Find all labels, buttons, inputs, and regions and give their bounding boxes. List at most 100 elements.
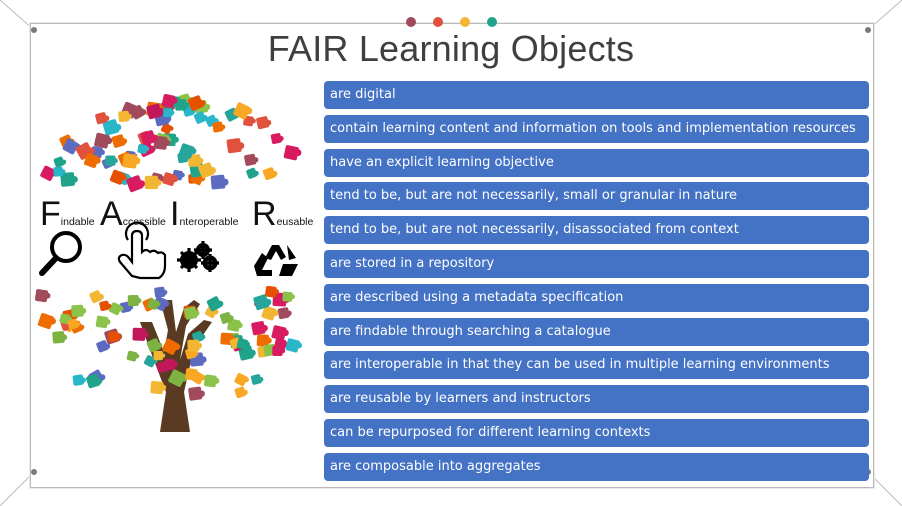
puzzle-piece-knob [156, 342, 163, 349]
puzzle-piece [86, 374, 101, 389]
puzzle-piece [53, 166, 64, 177]
puzzle-piece-knob [200, 334, 206, 340]
puzzle-piece [137, 143, 148, 154]
puzzle-piece-knob [116, 334, 121, 340]
puzzle-piece [153, 350, 163, 361]
puzzle-piece [99, 300, 110, 312]
fair-letter-i: I [170, 195, 179, 233]
puzzle-piece-knob [44, 292, 51, 299]
puzzle-piece-knob [120, 174, 127, 181]
puzzle-piece [102, 119, 119, 136]
learning-object-list: are digital contain learning content and … [324, 81, 869, 487]
puzzle-piece-knob [80, 377, 86, 383]
puzzle-piece [236, 338, 249, 350]
list-item: are stored in a repository [324, 249, 869, 278]
puzzle-piece [127, 295, 139, 307]
puzzle-piece-knob [282, 329, 289, 337]
puzzle-piece [146, 338, 161, 353]
puzzle-piece [262, 167, 276, 181]
puzzle-piece [285, 338, 300, 353]
puzzle-piece-knob [112, 158, 118, 164]
puzzle-piece-knob [198, 100, 206, 107]
puzzle-piece-knob [245, 107, 253, 115]
puzzle-piece [234, 386, 247, 399]
puzzle-piece [246, 167, 258, 179]
puzzle-piece-knob [196, 342, 203, 349]
puzzle-piece [187, 95, 204, 111]
puzzle-piece [132, 327, 146, 341]
list-item: tend to be, but are not necessarily, sma… [324, 182, 869, 211]
puzzle-piece [95, 112, 108, 125]
puzzle-piece-knob [220, 124, 226, 130]
puzzle-piece [105, 155, 116, 166]
puzzle-piece [265, 285, 277, 298]
puzzle-piece-knob [209, 167, 216, 174]
puzzle-piece-knob [294, 149, 302, 157]
puzzle-piece-knob [244, 341, 250, 347]
fair-letter-a: A [100, 195, 123, 233]
puzzle-piece [187, 339, 200, 352]
fair-rest-interoperable: nteroperable [179, 216, 238, 228]
puzzle-piece-knob [286, 310, 292, 316]
puzzle-piece-knob [171, 97, 178, 104]
puzzle-piece-knob [118, 306, 124, 312]
puzzle-piece [175, 99, 187, 111]
puzzle-piece [256, 116, 270, 130]
puzzle-piece-knob [264, 298, 272, 306]
puzzle-piece [111, 134, 126, 148]
puzzle-piece-knob [197, 157, 204, 164]
puzzle-piece [203, 374, 217, 388]
puzzle-piece [206, 296, 222, 312]
puzzle-piece [122, 153, 138, 169]
puzzle-piece-knob [169, 110, 175, 115]
puzzle-piece [150, 381, 164, 395]
puzzle-piece-knob [94, 157, 101, 164]
puzzle-piece [109, 169, 125, 185]
puzzle-piece-knob [154, 179, 162, 186]
dot-1 [406, 17, 416, 27]
puzzle-piece-knob [133, 157, 141, 165]
puzzle-piece-knob [96, 378, 103, 385]
letter-R: Reusable [252, 195, 314, 233]
puzzle-piece [271, 325, 287, 341]
puzzle-piece [146, 103, 162, 120]
puzzle-piece-knob [163, 300, 170, 307]
puzzle-piece [160, 122, 173, 135]
puzzle-piece [72, 374, 84, 386]
puzzle-piece [219, 312, 232, 324]
dot-2 [433, 17, 443, 27]
fair-rest-accessible: ccessible [123, 216, 166, 228]
puzzle-piece [188, 154, 201, 167]
puzzle-pieces-bottom [34, 285, 302, 401]
letter-I: Interoperable [170, 195, 239, 233]
puzzle-piece-knob [142, 331, 149, 338]
list-item: are findable through searching a catalog… [324, 317, 869, 346]
puzzle-piece [126, 175, 144, 193]
puzzle-piece-knob [278, 136, 284, 141]
list-item: are digital [324, 81, 869, 109]
fair-rest-reusable: eusable [277, 216, 314, 228]
puzzle-piece [272, 345, 283, 357]
puzzle-piece [188, 386, 203, 401]
puzzle-piece [40, 165, 56, 181]
puzzle-piece [154, 286, 166, 298]
puzzle-piece-knob [134, 353, 140, 359]
puzzle-piece-knob [49, 317, 56, 325]
puzzle-piece [283, 145, 299, 161]
puzzle-piece [162, 172, 176, 186]
dot-4 [487, 17, 497, 27]
list-item: are described using a metadata specifica… [324, 283, 869, 312]
puzzle-piece-knob [60, 169, 66, 175]
puzzle-piece [251, 321, 266, 336]
puzzle-piece-knob [151, 134, 158, 141]
puzzle-piece-knob [160, 384, 167, 391]
puzzle-piece [83, 153, 99, 168]
puzzle-piece [130, 105, 145, 120]
puzzle-piece [282, 291, 293, 302]
puzzle-piece-knob [168, 126, 174, 131]
puzzle-piece [234, 373, 248, 387]
puzzle-piece [244, 153, 257, 166]
puzzle-piece-knob [98, 294, 104, 300]
puzzle-piece-knob [160, 353, 166, 358]
